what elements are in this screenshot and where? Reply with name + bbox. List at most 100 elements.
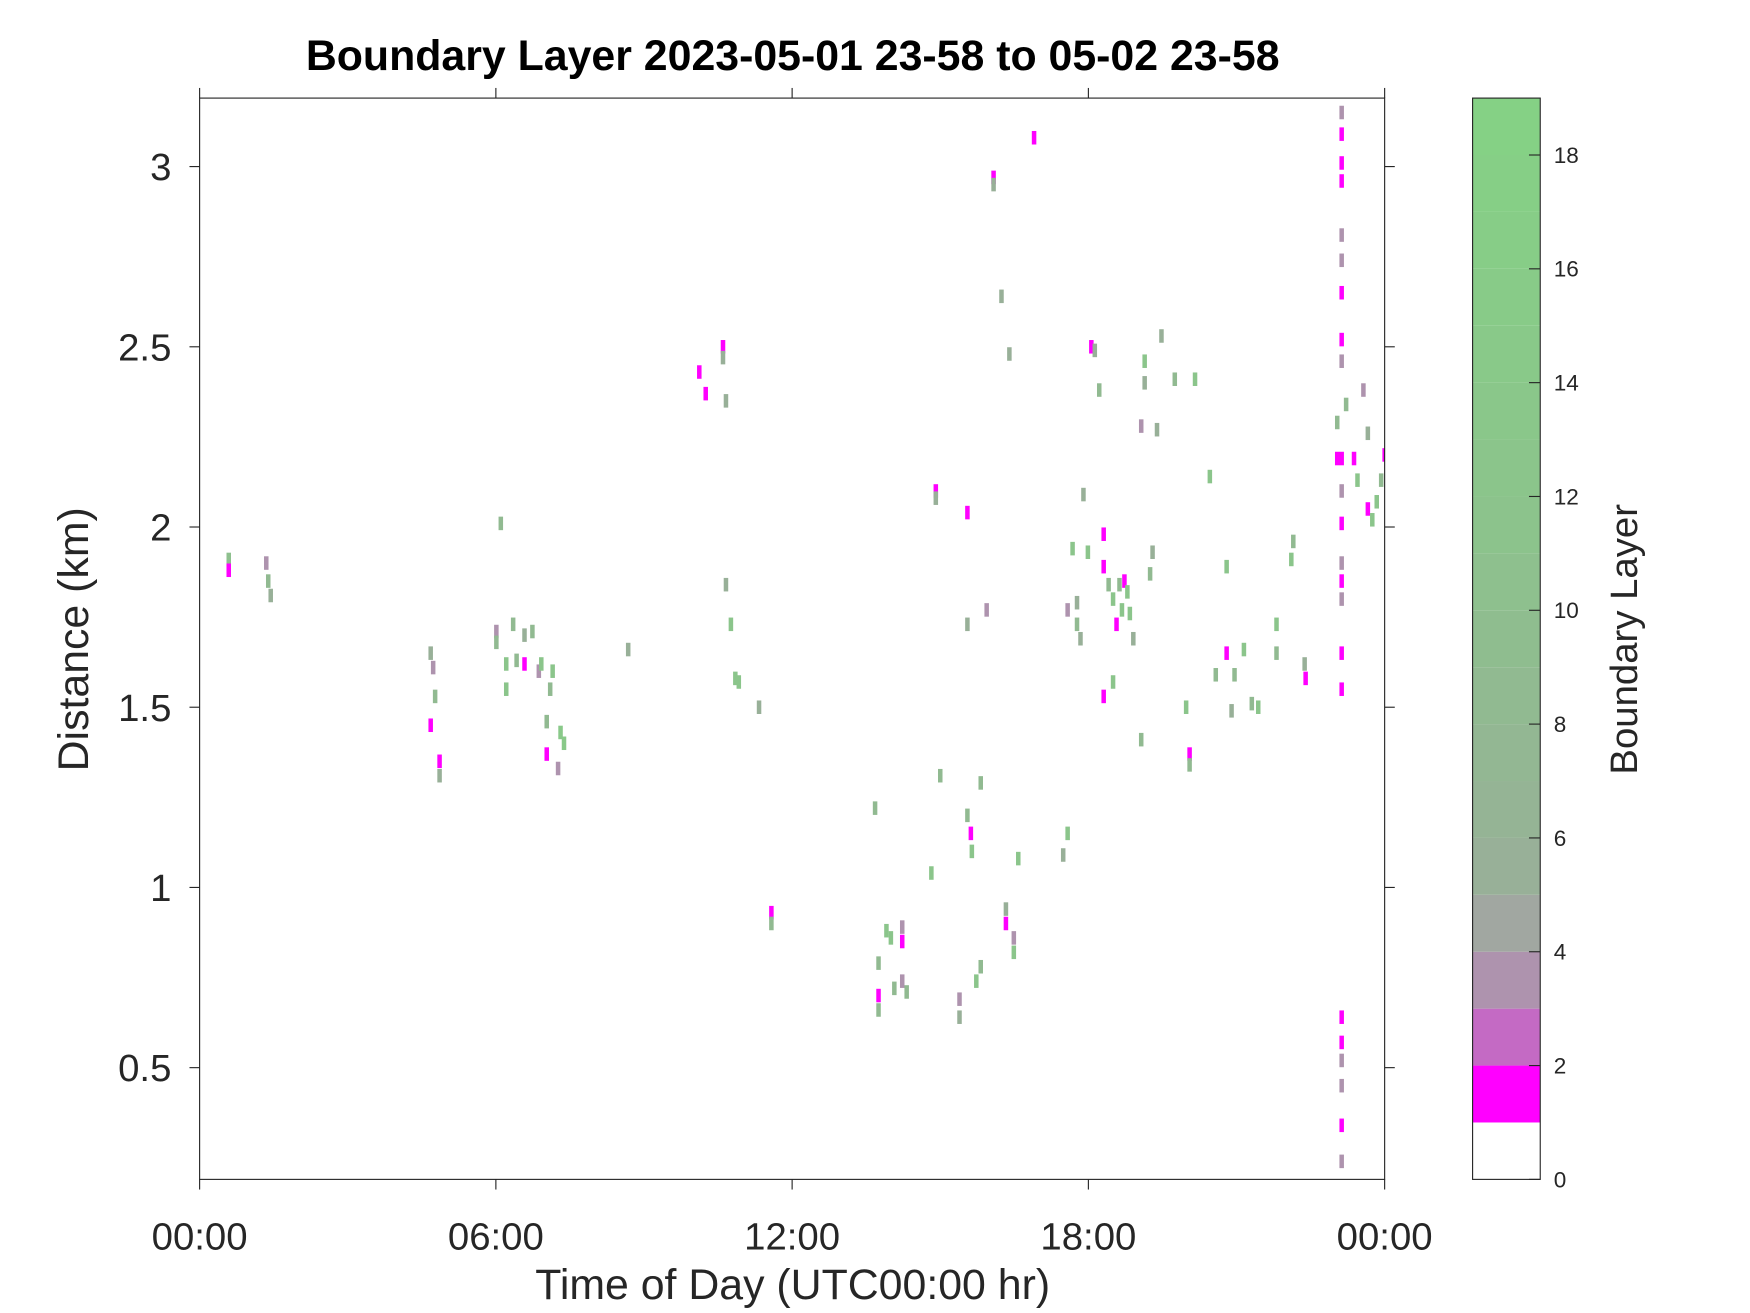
cell: [1074, 595, 1080, 610]
cell: [984, 603, 989, 617]
cell: [539, 657, 544, 671]
cell: [957, 992, 962, 1006]
cell: [1187, 747, 1192, 761]
cell: [723, 394, 729, 408]
cell: [978, 776, 983, 790]
cell: [1142, 376, 1147, 390]
cell: [1122, 574, 1127, 588]
cell: [974, 974, 979, 988]
cell: [888, 931, 894, 945]
cell: [1138, 419, 1144, 433]
cell: [1110, 675, 1116, 689]
cell: [723, 577, 729, 592]
cell: [1339, 332, 1344, 347]
cell: [555, 761, 561, 776]
colorbar-band: [1472, 894, 1541, 952]
y-axis-label: Distance (km): [50, 507, 98, 771]
cell: [1291, 534, 1296, 549]
colorbar-band: [1472, 553, 1541, 611]
cell: [1159, 329, 1164, 343]
cell: [428, 646, 433, 660]
cell: [1249, 696, 1255, 711]
cell: [1339, 574, 1344, 588]
x-tick-label: 06:00: [448, 1215, 544, 1258]
cell: [1339, 105, 1344, 120]
colorbar-tick-label: 18: [1554, 143, 1579, 168]
cell: [1339, 228, 1344, 242]
y-tick-label: 2: [150, 507, 171, 550]
colorbar-band: [1472, 98, 1541, 156]
cell: [1183, 700, 1189, 714]
cell: [892, 981, 897, 996]
cell: [1334, 415, 1340, 430]
x-tick-label: 18:00: [1040, 1215, 1136, 1258]
cell: [1339, 253, 1344, 268]
cell: [1089, 340, 1094, 354]
cell: [720, 350, 726, 365]
cell: [1343, 397, 1349, 412]
cell: [1110, 592, 1116, 606]
cell: [1127, 606, 1133, 621]
y-tick-label: 0.5: [118, 1047, 171, 1090]
colorbar-label: Boundary Layer: [1603, 504, 1646, 775]
cell: [1060, 848, 1066, 862]
cell: [1365, 426, 1371, 441]
cell: [503, 682, 509, 696]
cell: [544, 747, 549, 761]
cell: [1365, 502, 1371, 516]
cell: [1031, 130, 1037, 145]
cell: [226, 563, 232, 578]
cell: [498, 516, 504, 531]
cell: [1101, 689, 1106, 704]
colorbar-tick-label: 2: [1554, 1053, 1567, 1078]
cell: [264, 556, 269, 570]
cell: [1096, 383, 1102, 397]
cell: [1339, 484, 1344, 498]
x-axis-label: Time of Day (UTC00:00 hr): [535, 1261, 1050, 1309]
cell: [268, 588, 273, 603]
cell: [1154, 422, 1160, 437]
colorbar-tick-label: 8: [1554, 712, 1567, 737]
cell: [991, 170, 996, 185]
colorbar-band: [1472, 951, 1541, 1009]
cell: [720, 340, 726, 354]
colorbar-tick-label: 6: [1554, 826, 1567, 851]
y-tick-label: 1.5: [118, 687, 171, 730]
cell: [1274, 646, 1279, 660]
cell: [1192, 372, 1198, 386]
cell: [561, 736, 567, 751]
cell: [1339, 646, 1344, 660]
cell: [1092, 343, 1098, 358]
cell: [265, 574, 271, 588]
cell: [968, 826, 974, 841]
colorbar-band: [1472, 439, 1541, 497]
cell: [876, 956, 881, 970]
cell: [1382, 448, 1385, 462]
cell: [625, 642, 631, 657]
colorbar-tick-label: 0: [1554, 1167, 1567, 1192]
cell: [1150, 545, 1155, 560]
cell: [1131, 631, 1136, 646]
cell: [1339, 156, 1344, 170]
cell: [1334, 451, 1340, 466]
cell: [1081, 487, 1086, 502]
colorbar-band: [1472, 1065, 1541, 1123]
cell: [1101, 559, 1106, 574]
cell: [1374, 495, 1379, 509]
chart-title: Boundary Layer 2023-05-01 23-58 to 05-02…: [306, 32, 1280, 80]
cell: [1011, 945, 1017, 960]
cell: [226, 552, 232, 567]
colorbar-frame: [1472, 97, 1541, 1180]
cell: [904, 985, 909, 999]
cell: [494, 635, 499, 650]
cell: [1355, 473, 1360, 487]
cell: [899, 974, 905, 988]
cell: [1070, 541, 1075, 556]
cell: [1241, 642, 1247, 657]
cell: [1078, 631, 1083, 646]
colorbar-tick-label: 16: [1554, 257, 1579, 282]
cell: [1339, 1078, 1344, 1093]
cell: [999, 289, 1004, 304]
